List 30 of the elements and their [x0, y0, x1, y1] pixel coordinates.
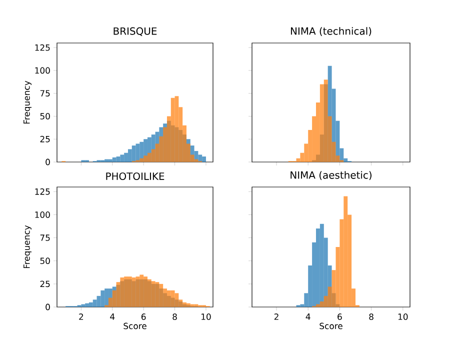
chart-title: BRISQUE: [114, 27, 157, 36]
y-tick-label: 0: [46, 304, 50, 310]
x-tick-label: 6: [141, 314, 146, 320]
y-tick-label: 25: [40, 280, 50, 288]
x-tick-label: 10: [202, 314, 211, 320]
y-tick-label: 25: [40, 136, 50, 142]
chart-title: NIMA (aesthetic): [290, 171, 372, 180]
x-tick-label: 8: [369, 314, 374, 320]
x-tick-label: 2: [274, 314, 278, 320]
x-tick-label: 10: [398, 314, 408, 320]
y-tick-label: 75: [40, 90, 50, 96]
x-axis-title: Score: [320, 322, 342, 330]
chart-title: PHOTOILIKE: [106, 172, 164, 180]
y-tick-label: 75: [40, 234, 50, 241]
x-tick-label: 8: [172, 314, 177, 320]
y-tick-label: 125: [35, 44, 50, 51]
x-tick-label: 6: [338, 314, 342, 320]
y-tick-label: 0: [46, 158, 50, 166]
x-tick-label: 2: [79, 314, 84, 320]
chart-title: NIMA (technical): [290, 27, 372, 36]
y-tick-label: 100: [35, 211, 50, 218]
y-tick-label: 125: [35, 188, 50, 195]
y-tick-label: 50: [40, 258, 50, 264]
y-tick-label: 50: [40, 113, 50, 120]
y-axis-title: Frequency: [24, 80, 32, 124]
y-tick-label: 100: [35, 67, 50, 74]
y-axis-title: Frequency: [24, 225, 32, 268]
x-tick-label: 4: [306, 314, 310, 320]
x-axis-title: Score: [124, 322, 146, 330]
x-tick-label: 4: [110, 314, 115, 320]
